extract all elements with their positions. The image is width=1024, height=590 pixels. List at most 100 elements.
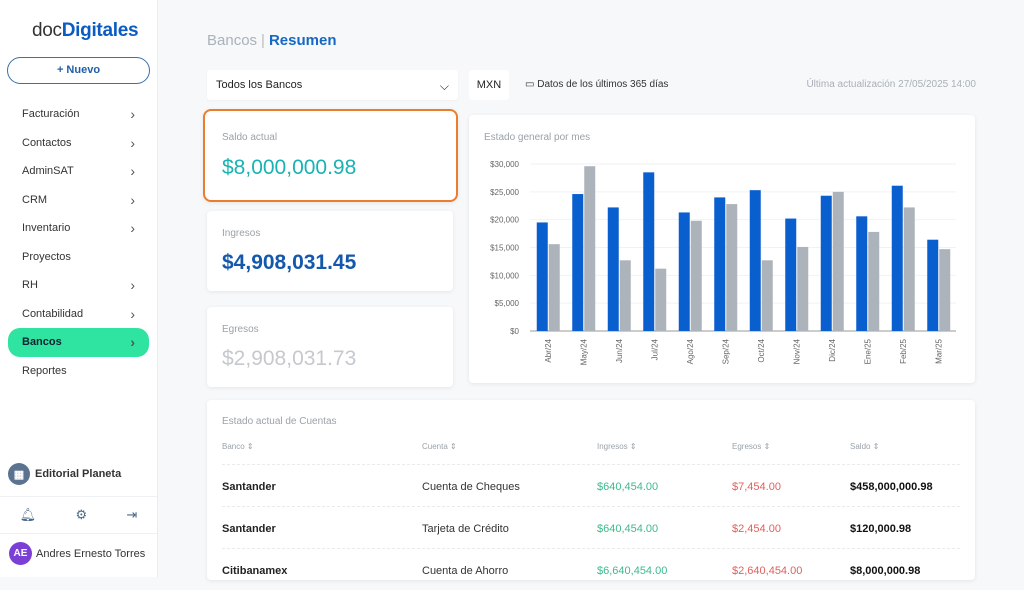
sidebar-item-contabilidad[interactable]: Contabilidad ›	[22, 305, 135, 322]
calendar-icon: ▭	[525, 79, 538, 90]
column-header-saldo[interactable]: Saldo ⇕	[850, 442, 880, 451]
sidebar-item-rh[interactable]: RH ›	[22, 277, 135, 294]
accounts-table: Estado actual de Cuentas Banco ⇕ Cuenta ⇕…	[207, 400, 975, 580]
sidebar-actions: 🔔︎ ⚙ ⇥	[0, 496, 157, 534]
x-tick-label: May/24	[579, 338, 588, 365]
page-title: Resumen	[268, 32, 337, 49]
cell: $6,640,454.00	[597, 565, 668, 577]
cell: Santander	[222, 481, 276, 493]
x-tick-label: Dic/24	[828, 338, 837, 361]
egresos-card: Egresos $2,908,031.73	[207, 307, 453, 387]
x-tick-label: Jun/24	[615, 338, 624, 363]
bar-gray	[761, 260, 773, 331]
bar-chart: $0 $5,000 $10,000 $15,000 $20,000 $25,000 $30,…	[490, 160, 956, 365]
bar-blue	[820, 195, 832, 331]
bar-gray	[868, 231, 880, 331]
bar-blue	[785, 218, 797, 331]
y-tick-label: $5,000	[495, 299, 520, 308]
sidebar-nav: Facturación › Contactos › AdminSAT › CRM › Inven…	[8, 100, 149, 385]
sidebar-item-crm[interactable]: CRM ›	[22, 191, 135, 208]
cell: Citibanamex	[222, 565, 288, 577]
sort-icon: ⇕	[450, 442, 457, 451]
bar-blue	[749, 190, 761, 331]
chevron-right-icon: ›	[130, 305, 135, 322]
y-tick-label: $0	[510, 327, 519, 336]
y-tick-label: $30,000	[490, 160, 519, 169]
ingresos-card: Ingresos $4,908,031.45	[207, 211, 453, 291]
sidebar-item-inventario[interactable]: Inventario ›	[22, 220, 135, 237]
bar-gray	[726, 204, 738, 331]
currency-select[interactable]: MXN	[469, 70, 509, 100]
y-tick-label: $10,000	[490, 271, 519, 280]
chevron-right-icon: ›	[130, 163, 135, 180]
bar-blue	[536, 222, 548, 331]
gear-icon[interactable]: ⚙	[75, 507, 88, 522]
x-tick-label: Jul/24	[650, 338, 659, 360]
x-tick-label: Feb/25	[899, 338, 908, 363]
sidebar-item-bancos[interactable]: Bancos ›	[8, 328, 149, 357]
bar-blue	[891, 185, 903, 331]
sidebar-item-contactos[interactable]: Contactos ›	[22, 134, 135, 151]
cell: $120,000.98	[850, 523, 912, 535]
chevron-right-icon: ›	[130, 334, 135, 351]
building-icon: ▦	[8, 463, 30, 485]
table-row[interactable]: Santander Cuenta de Cheques $640,454.00 $7,…	[222, 464, 960, 506]
user-profile[interactable]: AE Andres Ernesto Torres	[9, 542, 145, 565]
organization-switcher[interactable]: ▦ Editorial Planeta	[8, 463, 121, 485]
chevron-right-icon: ›	[130, 277, 135, 294]
cell: $2,640,454.00	[732, 565, 803, 577]
logout-icon[interactable]: ⇥	[126, 507, 138, 522]
cell: Cuenta de Ahorro	[422, 565, 509, 577]
bar-blue	[856, 216, 868, 331]
bar-blue	[607, 207, 619, 331]
table-row[interactable]: Citibanamex Cuenta de Ahorro $6,640,454.00…	[222, 548, 960, 590]
bar-gray	[548, 244, 560, 331]
sidebar: docDigitales + Nuevo Facturación › Contact…	[0, 0, 158, 577]
last-update: Última actualización 27/05/2025 14:00	[806, 79, 976, 90]
cell: $2,454.00	[732, 523, 781, 535]
cell: Santander	[222, 523, 276, 535]
logo[interactable]: docDigitales	[32, 20, 139, 41]
bar-blue	[643, 172, 655, 331]
column-header-cuenta[interactable]: Cuenta ⇕	[422, 442, 457, 451]
table-row[interactable]: Santander Tarjeta de Crédito $640,454.00 $2…	[222, 506, 960, 548]
chevron-right-icon: ›	[130, 106, 135, 123]
chevron-down-icon: ⌵	[439, 79, 449, 93]
bar-gray	[832, 191, 844, 331]
chart-title: Estado general por mes	[484, 132, 591, 143]
y-tick-label: $15,000	[490, 244, 519, 253]
bar-blue	[927, 239, 939, 331]
bar-gray	[939, 249, 951, 331]
date-range[interactable]: ▭ Datos de los últimos 365 días	[525, 79, 669, 90]
sort-icon: ⇕	[629, 442, 637, 451]
cell: Tarjeta de Crédito	[422, 523, 509, 535]
bar-blue	[572, 194, 584, 331]
column-header-egresos[interactable]: Egresos ⇕	[732, 442, 771, 451]
bar-blue	[714, 197, 726, 331]
bar-gray	[619, 260, 631, 331]
bar-gray	[797, 246, 809, 331]
breadcrumb: Bancos | Resumen	[207, 32, 337, 49]
column-header-ingresos[interactable]: Ingresos ⇕	[597, 442, 637, 451]
bar-gray	[903, 207, 915, 331]
sidebar-item-facturación[interactable]: Facturación ›	[22, 106, 135, 123]
bell-icon[interactable]: 🔔︎	[19, 507, 37, 522]
cell: $640,454.00	[597, 523, 659, 535]
new-button[interactable]: + Nuevo	[7, 57, 150, 84]
sidebar-item-reportes[interactable]: Reportes	[22, 364, 67, 377]
cell: Cuenta de Cheques	[422, 481, 520, 493]
sidebar-item-adminsat[interactable]: AdminSAT ›	[22, 163, 135, 180]
x-tick-label: Ene/25	[863, 338, 872, 364]
cell: $8,000,000.98	[850, 565, 921, 577]
avatar: AE	[9, 542, 32, 565]
saldo-card: Saldo actual $8,000,000.98	[203, 109, 458, 202]
cell: $640,454.00	[597, 481, 659, 493]
table-title: Estado actual de Cuentas	[222, 416, 337, 427]
sort-icon: ⇕	[872, 442, 880, 451]
bar-gray	[690, 220, 702, 331]
column-header-banco[interactable]: Banco ⇕	[222, 442, 254, 451]
sidebar-item-proyectos[interactable]: Proyectos	[22, 250, 71, 263]
chevron-right-icon: ›	[130, 220, 135, 237]
cell: $458,000,000.98	[850, 481, 933, 493]
bank-select[interactable]: Todos los Bancos ⌵	[207, 70, 458, 100]
